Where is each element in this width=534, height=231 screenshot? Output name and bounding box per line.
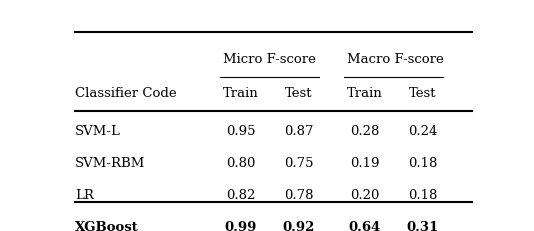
Text: 0.95: 0.95 <box>226 125 255 137</box>
Text: 0.75: 0.75 <box>284 156 313 169</box>
Text: 0.24: 0.24 <box>408 125 437 137</box>
Text: SVM-RBM: SVM-RBM <box>75 156 145 169</box>
Text: 0.28: 0.28 <box>350 125 380 137</box>
Text: 0.87: 0.87 <box>284 125 313 137</box>
Text: LR: LR <box>75 188 94 201</box>
Text: XGBoost: XGBoost <box>75 220 139 231</box>
Text: 0.99: 0.99 <box>224 220 257 231</box>
Text: 0.20: 0.20 <box>350 188 380 201</box>
Text: Test: Test <box>285 87 312 100</box>
Text: Micro F-score: Micro F-score <box>223 53 316 66</box>
Text: Macro F-score: Macro F-score <box>348 53 444 66</box>
Text: SVM-L: SVM-L <box>75 125 121 137</box>
Text: 0.80: 0.80 <box>226 156 255 169</box>
Text: 0.18: 0.18 <box>408 188 437 201</box>
Text: 0.64: 0.64 <box>349 220 381 231</box>
Text: 0.92: 0.92 <box>282 220 315 231</box>
Text: 0.18: 0.18 <box>408 156 437 169</box>
Text: Test: Test <box>409 87 436 100</box>
Text: 0.82: 0.82 <box>226 188 255 201</box>
Text: Train: Train <box>223 87 258 100</box>
Text: Classifier Code: Classifier Code <box>75 87 177 100</box>
Text: 0.19: 0.19 <box>350 156 380 169</box>
Text: 0.78: 0.78 <box>284 188 313 201</box>
Text: Train: Train <box>347 87 382 100</box>
Text: 0.31: 0.31 <box>406 220 439 231</box>
